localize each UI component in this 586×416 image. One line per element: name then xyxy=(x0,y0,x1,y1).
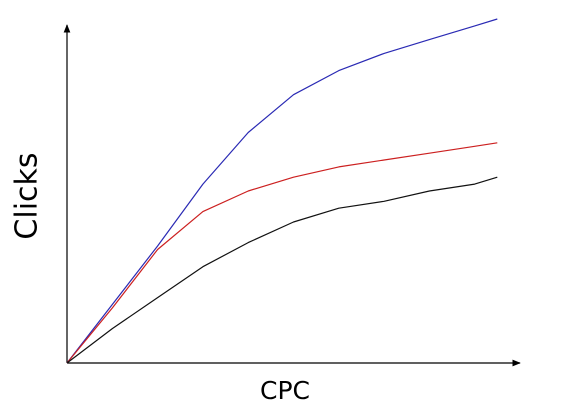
line-series xyxy=(66,176,498,364)
line-series xyxy=(66,18,498,364)
line-series xyxy=(66,142,498,364)
y-axis-label: Clicks xyxy=(10,152,45,239)
x-axis-label: CPC xyxy=(260,376,310,405)
